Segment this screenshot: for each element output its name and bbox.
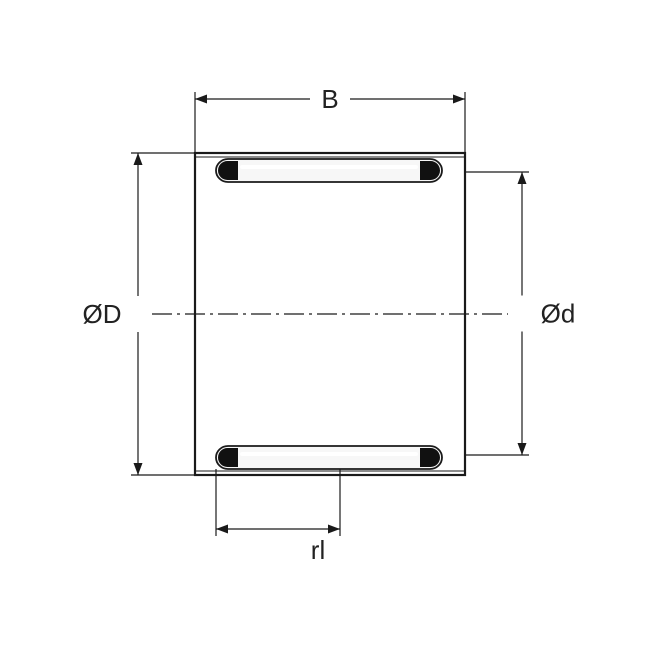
dim-label-b: B (321, 84, 338, 114)
dim-label-d-outer: ØD (83, 299, 122, 329)
roller-top (216, 159, 442, 182)
dim-label-rl: rl (311, 535, 325, 565)
dim-label-d-inner: Ød (541, 299, 576, 329)
roller-bottom (216, 446, 442, 469)
